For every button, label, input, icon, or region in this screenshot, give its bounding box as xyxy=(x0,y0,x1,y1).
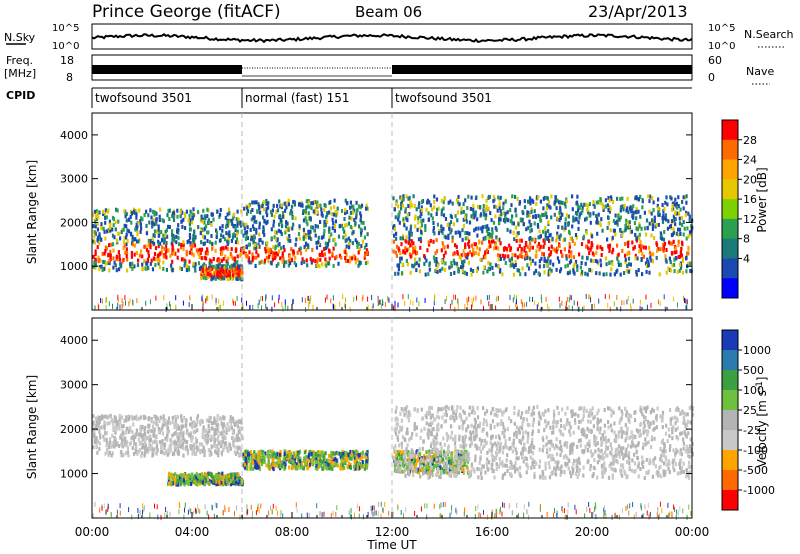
cbar-swatch-8 xyxy=(722,490,738,511)
cpid-segment-1: normal (fast) 151 xyxy=(245,91,349,105)
time-xlabel: Time UT xyxy=(366,538,417,552)
xtick-label-3: 12:00 xyxy=(375,525,410,539)
xtick-label-6: 00:00 xyxy=(675,525,710,539)
xtick-label-4: 16:00 xyxy=(475,525,510,539)
cbar-label-5: 8 xyxy=(743,233,750,246)
cbar-label-1: 500 xyxy=(743,364,764,377)
freq-band-2 xyxy=(392,65,692,74)
cbar-label-2: 20 xyxy=(743,173,757,186)
cbar-swatch-3 xyxy=(722,390,738,411)
nsky-panel xyxy=(91,23,693,50)
date-title: 23/Apr/2013 xyxy=(588,2,688,21)
cbar-swatch-6 xyxy=(722,450,738,471)
echo-cells-1 xyxy=(92,404,695,520)
nsearch-tick-high: 10^5 xyxy=(708,23,735,34)
cbar-swatch-4 xyxy=(722,199,738,220)
nave-tick-low: 0 xyxy=(708,71,715,84)
power-colorbar: 28 24 20 16 12 8 4 xyxy=(721,119,757,299)
ytick-label-0-3: 4000 xyxy=(60,129,88,142)
freq-band-0 xyxy=(92,65,242,74)
cbar-label-2: 100 xyxy=(743,384,764,397)
xtick-label-1: 04:00 xyxy=(175,525,210,539)
cbar-swatch-0 xyxy=(722,330,738,351)
cbar-swatch-2 xyxy=(722,370,738,391)
beam-title: Beam 06 xyxy=(355,3,422,21)
cpid-segment-2: twofsound 3501 xyxy=(395,91,492,105)
cpid-panel: twofsound 3501 normal (fast) 151 twofsound… xyxy=(91,87,692,108)
velocity-colorbar: 1000 500 100 25 -25 -100 -500 -1000 xyxy=(721,329,775,511)
cbar-swatch-8 xyxy=(722,278,738,299)
cbar-label-4: -25 xyxy=(743,424,761,437)
freq-unit: [MHz] xyxy=(4,67,36,80)
power-ylabel: Slant Range [km] xyxy=(25,160,39,264)
cbar-swatch-7 xyxy=(722,470,738,491)
cbar-frame xyxy=(721,329,739,511)
nsky-trace xyxy=(91,33,693,44)
cbar-swatch-1 xyxy=(722,350,738,371)
nsearch-tick-low: 10^0 xyxy=(708,41,735,52)
power-panel: 1000 2000 3000 4000 xyxy=(60,112,694,312)
velocity-panel: 1000 2000 3000 4000 xyxy=(60,317,695,520)
freq-bars xyxy=(92,65,692,77)
freq-tick-high: 18 xyxy=(60,54,74,67)
cbar-swatch-5 xyxy=(722,430,738,451)
cbar-frame xyxy=(721,119,739,299)
velocity-cbar-label: Velocity [m s-1] xyxy=(755,377,769,468)
cbar-label-0: 28 xyxy=(743,134,757,147)
ytick-label-0-0: 1000 xyxy=(60,260,88,273)
station-title: Prince George (fitACF) xyxy=(92,2,281,22)
cbar-label-0: 1000 xyxy=(743,344,771,357)
ytick-label-1-0: 1000 xyxy=(60,468,88,481)
xtick-label-0: 00:00 xyxy=(75,525,110,539)
cbar-label-6: 4 xyxy=(743,252,750,265)
nsearch-label: N.Search xyxy=(744,28,794,41)
nsky-tick-low: 10^0 xyxy=(52,41,79,52)
cbar-label-7: -1000 xyxy=(743,484,775,497)
ytick-label-1-1: 2000 xyxy=(60,423,88,436)
nsky-label: N.Sky xyxy=(4,31,36,44)
ytick-label-0-1: 2000 xyxy=(60,216,88,229)
cbar-label-4: 12 xyxy=(743,213,757,226)
cbar-swatch-1 xyxy=(722,139,738,161)
cbar-label-3: 16 xyxy=(743,193,757,206)
velocity-cbar-label-exp: -1 xyxy=(755,381,765,390)
nsky-tick-high: 10^5 xyxy=(52,23,79,34)
velocity-ylabel: Slant Range [km] xyxy=(25,375,39,479)
ytick-label-1-2: 3000 xyxy=(60,379,88,392)
cbar-swatch-3 xyxy=(722,179,738,200)
velocity-cbar-label-text: Velocity [m s xyxy=(755,390,769,467)
cbar-swatch-6 xyxy=(722,238,738,259)
freq-tick-low: 8 xyxy=(66,71,73,84)
nave-tick-high: 60 xyxy=(708,54,722,67)
time-tick-labels: 00:00 04:00 08:00 12:00 16:00 20:00 00:00 xyxy=(75,525,710,539)
cbar-swatch-2 xyxy=(722,159,738,180)
echo-cells-0 xyxy=(92,194,694,312)
xtick-label-2: 08:00 xyxy=(275,525,310,539)
xtick-label-5: 20:00 xyxy=(575,525,610,539)
power-cbar-label: Power [dB] xyxy=(755,167,769,232)
cbar-label-5: -100 xyxy=(743,444,768,457)
nave-label: Nave xyxy=(746,65,774,78)
cbar-swatch-0 xyxy=(722,120,738,141)
cpid-segment-0: twofsound 3501 xyxy=(95,91,192,105)
cbar-swatch-5 xyxy=(722,218,738,240)
cpid-label: CPID xyxy=(6,89,35,102)
velocity-cbar-label-close: ] xyxy=(755,377,769,382)
cbar-label-1: 24 xyxy=(743,154,757,167)
ytick-label-1-3: 4000 xyxy=(60,334,88,347)
cbar-label-3: 25 xyxy=(743,404,757,417)
cbar-swatch-4 xyxy=(722,410,738,431)
cbar-label-6: -500 xyxy=(743,464,768,477)
cbar-swatch-7 xyxy=(722,258,738,279)
ytick-label-0-2: 3000 xyxy=(60,173,88,186)
freq-label: Freq. xyxy=(6,54,33,67)
